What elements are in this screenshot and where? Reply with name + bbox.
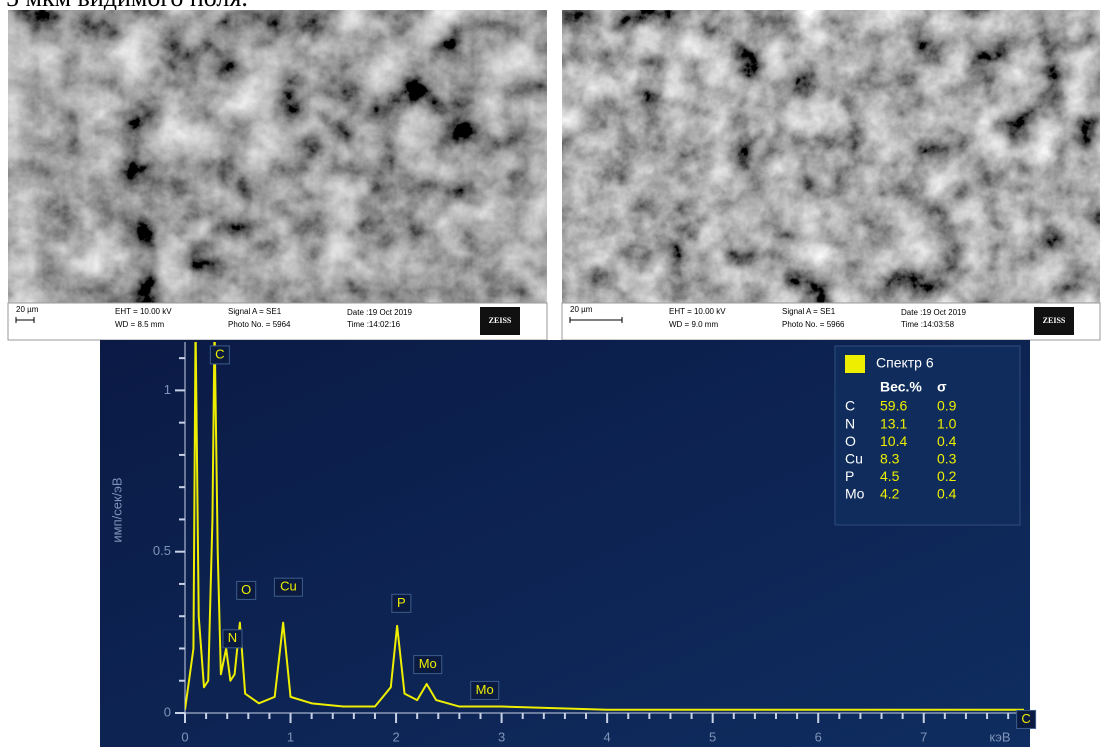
table-value: 13.1 bbox=[880, 415, 907, 431]
table-value: 8.3 bbox=[880, 451, 900, 467]
peak-label: C bbox=[1021, 711, 1030, 726]
element: C bbox=[845, 398, 855, 414]
x-tick-label: 6 bbox=[815, 729, 822, 744]
table-value: 10.4 bbox=[880, 433, 907, 449]
y-tick-label: 1 bbox=[164, 382, 171, 397]
scale-bar-label: 20 µm bbox=[570, 305, 593, 314]
brand: ZEISS bbox=[1043, 316, 1066, 325]
table-value: 1.0 bbox=[937, 415, 957, 431]
table-value: 0.4 bbox=[937, 486, 957, 502]
time: Time :14:03:58 bbox=[901, 320, 955, 329]
x-tick-label: 0 bbox=[181, 729, 188, 744]
page: 5 мкм видимого поля. 20 µmEHT = 10.00 kV… bbox=[0, 0, 1108, 747]
peak-label: Mo bbox=[476, 682, 494, 697]
peak-label: O bbox=[241, 582, 251, 597]
x-tick-label: 4 bbox=[604, 729, 611, 744]
x-axis-label: кэВ bbox=[989, 729, 1010, 744]
y-axis-label: имп/сек/эВ bbox=[109, 477, 124, 542]
photo-no: Photo No. = 5966 bbox=[782, 320, 845, 329]
table-value: 59.6 bbox=[880, 398, 907, 414]
sem-image bbox=[8, 10, 547, 303]
signal: Signal A = SE1 bbox=[782, 307, 836, 316]
column-header: σ bbox=[937, 379, 947, 395]
x-tick-label: 3 bbox=[498, 729, 505, 744]
element: Cu bbox=[845, 451, 863, 467]
wd: WD = 9.0 mm bbox=[669, 320, 718, 329]
table-value: 0.2 bbox=[937, 468, 957, 484]
photo-no: Photo No. = 5964 bbox=[228, 320, 291, 329]
element: P bbox=[845, 468, 854, 484]
date: Date :19 Oct 2019 bbox=[347, 308, 412, 317]
table-value: 0.3 bbox=[937, 451, 957, 467]
sem-image bbox=[562, 10, 1100, 303]
eht: EHT = 10.00 kV bbox=[669, 307, 726, 316]
x-tick-label: 5 bbox=[709, 729, 716, 744]
time: Time :14:02:16 bbox=[347, 320, 401, 329]
legend-swatch bbox=[845, 355, 865, 373]
signal: Signal A = SE1 bbox=[228, 307, 282, 316]
peak-label: P bbox=[397, 595, 406, 610]
y-tick-label: 0 bbox=[164, 704, 171, 719]
peak-label: Mo bbox=[419, 656, 437, 671]
table-value: 0.9 bbox=[937, 398, 957, 414]
x-tick-label: 7 bbox=[920, 729, 927, 744]
peak-label: N bbox=[228, 630, 237, 645]
wd: WD = 8.5 mm bbox=[115, 320, 164, 329]
table-value: 4.5 bbox=[880, 468, 900, 484]
column-header: Вес.% bbox=[880, 379, 922, 395]
x-tick-label: 2 bbox=[392, 729, 399, 744]
peak-label: Cu bbox=[280, 579, 297, 594]
element: Mo bbox=[845, 486, 865, 502]
peak-label: C bbox=[215, 346, 224, 361]
element: N bbox=[845, 415, 855, 431]
brand: ZEISS bbox=[489, 316, 512, 325]
table-value: 0.4 bbox=[937, 433, 957, 449]
eht: EHT = 10.00 kV bbox=[115, 307, 172, 316]
y-tick-label: 0.5 bbox=[153, 543, 171, 558]
date: Date :19 Oct 2019 bbox=[901, 308, 966, 317]
table-value: 4.2 bbox=[880, 486, 900, 502]
element: O bbox=[845, 433, 856, 449]
x-tick-label: 1 bbox=[287, 729, 294, 744]
legend-title: Спектр 6 bbox=[876, 355, 934, 371]
scale-bar-label: 20 µm bbox=[16, 305, 39, 314]
